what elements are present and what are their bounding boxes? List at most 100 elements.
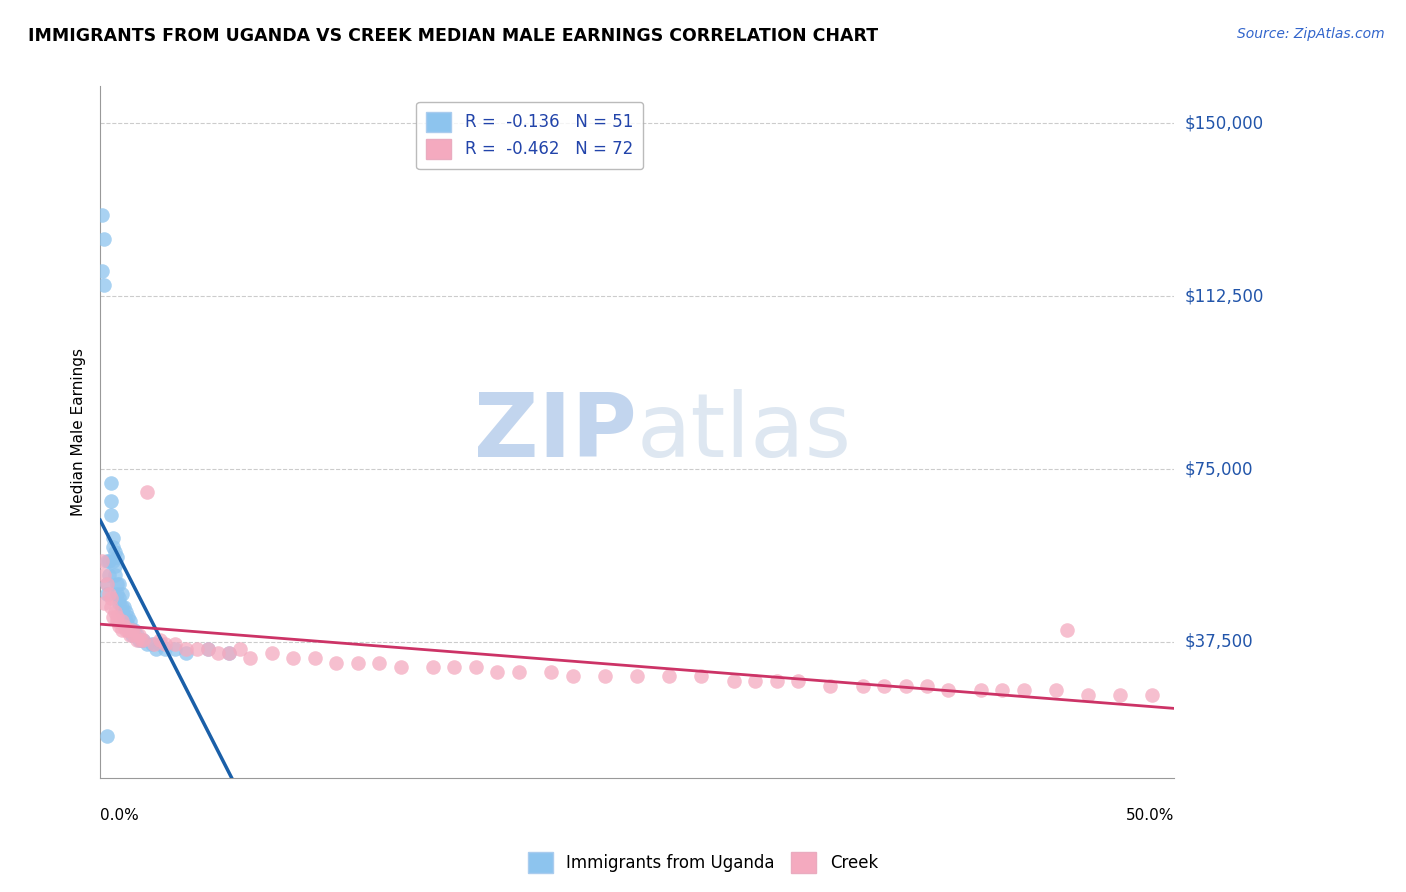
Point bbox=[422, 660, 444, 674]
Point bbox=[91, 554, 114, 568]
Point bbox=[117, 609, 139, 624]
Point bbox=[117, 619, 139, 633]
Point bbox=[1056, 624, 1078, 638]
Point bbox=[283, 651, 305, 665]
Point bbox=[112, 619, 135, 633]
Point bbox=[128, 628, 150, 642]
Point bbox=[765, 674, 787, 689]
Point bbox=[93, 596, 115, 610]
Point bbox=[136, 637, 159, 651]
Point bbox=[115, 624, 138, 638]
Point bbox=[561, 669, 583, 683]
Point bbox=[347, 656, 370, 670]
Point bbox=[969, 683, 991, 698]
Point bbox=[110, 600, 132, 615]
Point bbox=[110, 605, 132, 619]
Point bbox=[149, 632, 172, 647]
Point bbox=[744, 674, 766, 689]
Point bbox=[108, 577, 131, 591]
Point bbox=[105, 614, 128, 628]
Point bbox=[1077, 688, 1099, 702]
Point bbox=[110, 614, 132, 628]
Point bbox=[1012, 683, 1035, 698]
Legend: Immigrants from Uganda, Creek: Immigrants from Uganda, Creek bbox=[522, 846, 884, 880]
Point bbox=[121, 624, 143, 638]
Text: atlas: atlas bbox=[637, 389, 852, 475]
Point bbox=[121, 628, 143, 642]
Point bbox=[110, 624, 132, 638]
Point bbox=[117, 624, 139, 638]
Point bbox=[1045, 683, 1067, 698]
Point bbox=[108, 596, 131, 610]
Point bbox=[93, 231, 115, 245]
Point bbox=[465, 660, 488, 674]
Point bbox=[915, 679, 938, 693]
Point bbox=[218, 647, 240, 661]
Text: $150,000: $150,000 bbox=[1185, 114, 1264, 132]
Legend: R =  -0.136   N = 51, R =  -0.462   N = 72: R = -0.136 N = 51, R = -0.462 N = 72 bbox=[416, 102, 643, 169]
Point bbox=[229, 641, 252, 656]
Text: $75,000: $75,000 bbox=[1185, 460, 1254, 478]
Point bbox=[96, 554, 118, 568]
Point bbox=[96, 577, 118, 591]
Point bbox=[100, 600, 122, 615]
Point bbox=[91, 264, 114, 278]
Point bbox=[97, 554, 120, 568]
Point bbox=[197, 641, 219, 656]
Point bbox=[132, 632, 155, 647]
Point bbox=[101, 541, 124, 555]
Point bbox=[149, 637, 172, 651]
Point bbox=[100, 475, 122, 490]
Text: IMMIGRANTS FROM UGANDA VS CREEK MEDIAN MALE EARNINGS CORRELATION CHART: IMMIGRANTS FROM UGANDA VS CREEK MEDIAN M… bbox=[28, 27, 879, 45]
Point bbox=[820, 679, 842, 693]
Point bbox=[105, 586, 128, 600]
Point bbox=[540, 665, 562, 679]
Point bbox=[125, 628, 148, 642]
Point bbox=[93, 277, 115, 292]
Point bbox=[101, 554, 124, 568]
Point bbox=[991, 683, 1014, 698]
Point bbox=[97, 568, 120, 582]
Point bbox=[105, 577, 128, 591]
Point bbox=[104, 605, 127, 619]
Point bbox=[593, 669, 616, 683]
Point bbox=[104, 558, 127, 573]
Point bbox=[105, 609, 128, 624]
Point bbox=[174, 641, 197, 656]
Y-axis label: Median Male Earnings: Median Male Earnings bbox=[72, 348, 86, 516]
Point bbox=[112, 609, 135, 624]
Point bbox=[851, 679, 873, 693]
Text: 50.0%: 50.0% bbox=[1126, 808, 1174, 823]
Point bbox=[389, 660, 412, 674]
Text: $37,500: $37,500 bbox=[1185, 633, 1254, 651]
Point bbox=[136, 485, 159, 500]
Point bbox=[197, 641, 219, 656]
Point bbox=[894, 679, 917, 693]
Point bbox=[101, 531, 124, 545]
Point bbox=[186, 641, 208, 656]
Point bbox=[100, 494, 122, 508]
Point bbox=[153, 641, 176, 656]
Point bbox=[124, 628, 146, 642]
Point bbox=[125, 632, 148, 647]
Point bbox=[110, 586, 132, 600]
Point bbox=[1142, 688, 1164, 702]
Point bbox=[325, 656, 347, 670]
Point bbox=[96, 586, 118, 600]
Point bbox=[207, 647, 229, 661]
Text: Source: ZipAtlas.com: Source: ZipAtlas.com bbox=[1237, 27, 1385, 41]
Text: $112,500: $112,500 bbox=[1185, 287, 1264, 305]
Point bbox=[100, 508, 122, 522]
Point bbox=[486, 665, 509, 679]
Point bbox=[145, 641, 167, 656]
Point bbox=[104, 545, 127, 559]
Point bbox=[1109, 688, 1132, 702]
Point bbox=[124, 624, 146, 638]
Point bbox=[368, 656, 391, 670]
Point bbox=[723, 674, 745, 689]
Point bbox=[129, 632, 152, 647]
Point bbox=[658, 669, 681, 683]
Point bbox=[260, 647, 283, 661]
Text: 0.0%: 0.0% bbox=[100, 808, 139, 823]
Point bbox=[112, 600, 135, 615]
